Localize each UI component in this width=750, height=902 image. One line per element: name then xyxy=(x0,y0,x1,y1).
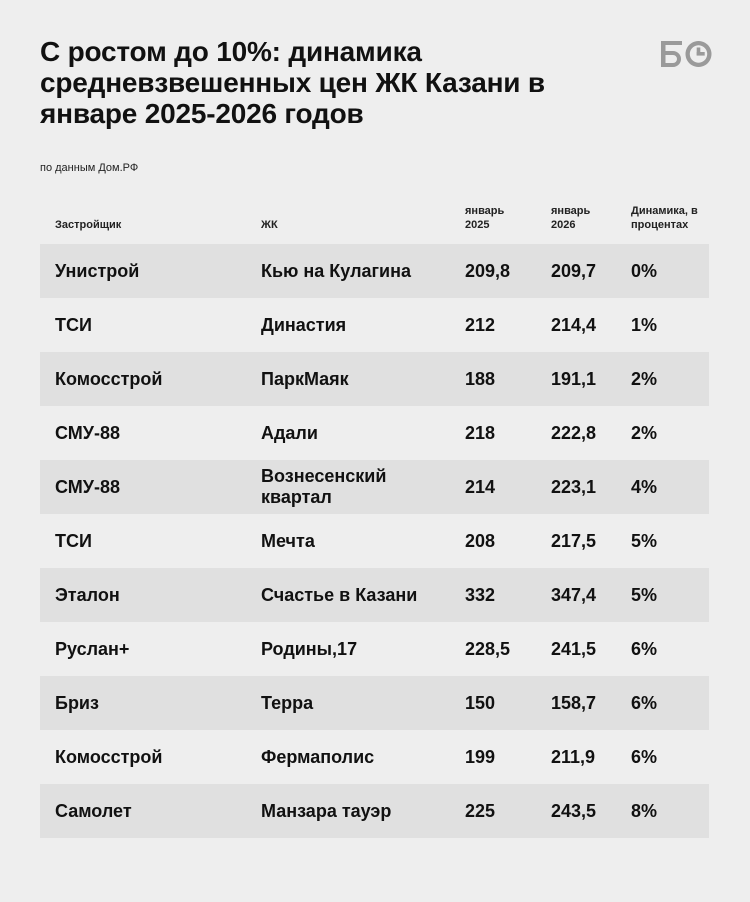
change-cell: 6% xyxy=(631,638,658,659)
change-cell: 1% xyxy=(631,314,658,335)
price-2026-cell: 347,4 xyxy=(551,584,597,605)
developer-cell: Бриз xyxy=(55,692,99,713)
column-header-jan-2026: январь 2026 xyxy=(551,205,591,231)
table-body: Унистрой Кью на Кулагина 209,8 209,7 0% ТСИ Ди… xyxy=(40,244,709,838)
change-cell: 5% xyxy=(631,584,658,605)
complex-cell: Счастье в Казани xyxy=(261,584,418,605)
price-2026-cell: 158,7 xyxy=(551,692,597,713)
change-cell: 6% xyxy=(631,746,658,767)
price-2025-cell: 228,5 xyxy=(465,638,511,659)
table-row: Бриз Терра 150 158,7 6% xyxy=(40,676,709,730)
table-row: Руслан+ Родины,17 228,5 241,5 6% xyxy=(40,622,709,676)
complex-cell: Адали xyxy=(261,422,318,443)
source-note: по данным Дом.РФ xyxy=(40,162,139,174)
price-2026-cell: 214,4 xyxy=(551,314,597,335)
change-cell: 5% xyxy=(631,530,658,551)
developer-cell: Руслан+ xyxy=(55,638,130,659)
complex-cell: Кью на Кулагина xyxy=(261,260,411,281)
price-2025-cell: 218 xyxy=(465,422,496,443)
change-cell: 2% xyxy=(631,422,658,443)
price-2025-cell: 225 xyxy=(465,800,496,821)
complex-cell: Мечта xyxy=(261,530,315,551)
price-2025-cell: 188 xyxy=(465,368,496,389)
table-row: Эталон Счастье в Казани 332 347,4 5% xyxy=(40,568,709,622)
developer-cell: Самолет xyxy=(55,800,132,821)
table-row: Самолет Манзара тауэр 225 243,5 8% xyxy=(40,784,709,838)
price-2026-cell: 241,5 xyxy=(551,638,597,659)
price-2026-cell: 191,1 xyxy=(551,368,597,389)
table-row: Унистрой Кью на Кулагина 209,8 209,7 0% xyxy=(40,244,709,298)
complex-cell: Фермаполис xyxy=(261,746,375,767)
complex-cell: Вознесенский квартал xyxy=(261,466,387,507)
change-cell: 4% xyxy=(631,476,658,497)
change-cell: 0% xyxy=(631,260,658,281)
change-cell: 6% xyxy=(631,692,658,713)
table-row: СМУ-88 Вознесенский квартал 214 223,1 4% xyxy=(40,460,709,514)
complex-cell: Терра xyxy=(261,692,314,713)
table-row: ТСИ Династия 212 214,4 1% xyxy=(40,298,709,352)
complex-cell: Родины,17 xyxy=(261,638,358,659)
price-2026-cell: 209,7 xyxy=(551,260,597,281)
column-header-jan-2025: январь 2025 xyxy=(465,205,505,231)
price-2025-cell: 208 xyxy=(465,530,496,551)
price-2026-cell: 243,5 xyxy=(551,800,597,821)
column-header-change: Динамика, в процентах xyxy=(631,205,698,231)
price-2025-cell: 212 xyxy=(465,314,496,335)
price-2025-cell: 332 xyxy=(465,584,496,605)
price-2026-cell: 211,9 xyxy=(551,746,596,767)
price-2026-cell: 217,5 xyxy=(551,530,597,551)
developer-cell: СМУ-88 xyxy=(55,476,120,497)
developer-cell: Комосстрой xyxy=(55,746,163,767)
developer-cell: ТСИ xyxy=(55,314,92,335)
price-2025-cell: 209,8 xyxy=(465,260,511,281)
complex-cell: Манзара тауэр xyxy=(261,800,392,821)
table-row: ТСИ Мечта 208 217,5 5% xyxy=(40,514,709,568)
change-cell: 8% xyxy=(631,800,658,821)
developer-cell: Эталон xyxy=(55,584,120,605)
price-2025-cell: 150 xyxy=(465,692,496,713)
chart-title: С ростом до 10%: динамика средневзвешенн… xyxy=(40,36,545,129)
column-header-developer: Застройщик xyxy=(55,219,122,231)
complex-cell: Династия xyxy=(261,314,347,335)
table-row: Комосстрой Фермаполис 199 211,9 6% xyxy=(40,730,709,784)
developer-cell: Комосстрой xyxy=(55,368,163,389)
table-row: СМУ-88 Адали 218 222,8 2% xyxy=(40,406,709,460)
complex-cell: ПаркМаяк xyxy=(261,368,349,389)
price-2025-cell: 199 xyxy=(465,746,496,767)
table-row: Комосстрой ПаркМаяк 188 191,1 2% xyxy=(40,352,709,406)
table-header: Застройщик ЖК январь 2025 январь 2026 Ди… xyxy=(40,200,709,240)
developer-cell: СМУ-88 xyxy=(55,422,120,443)
developer-cell: Унистрой xyxy=(55,260,140,281)
developer-cell: ТСИ xyxy=(55,530,92,551)
price-2026-cell: 222,8 xyxy=(551,422,597,443)
price-2026-cell: 223,1 xyxy=(551,476,597,497)
price-2025-cell: 214 xyxy=(465,476,496,497)
column-header-complex: ЖК xyxy=(261,219,278,231)
change-cell: 2% xyxy=(631,368,658,389)
bo-logo: БО xyxy=(661,41,712,67)
